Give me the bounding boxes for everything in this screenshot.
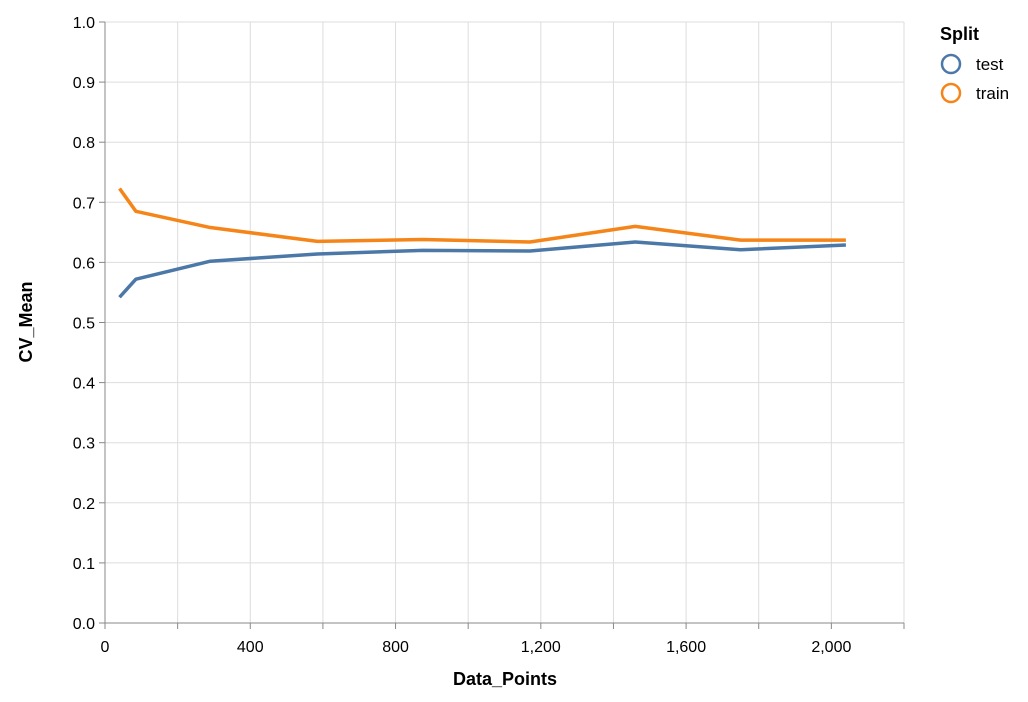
y-tick-label: 0.9 bbox=[73, 75, 95, 92]
x-tick-label: 2,000 bbox=[811, 639, 851, 656]
y-tick-label: 0.3 bbox=[73, 436, 95, 453]
legend-symbol bbox=[940, 82, 962, 104]
y-tick-label: 0.8 bbox=[73, 135, 95, 152]
x-tick-label: 400 bbox=[237, 639, 264, 656]
x-tick-label: 800 bbox=[382, 639, 409, 656]
legend-symbol bbox=[940, 53, 962, 75]
grid bbox=[104, 21, 905, 624]
y-tick-label: 0.2 bbox=[73, 496, 95, 513]
legend-item-test: test bbox=[940, 53, 1004, 75]
x-tick-label: 1,600 bbox=[666, 639, 706, 656]
x-tick-label: 0 bbox=[101, 639, 110, 656]
series-line-train bbox=[118, 187, 846, 244]
series-lines bbox=[118, 187, 846, 299]
x-axis-title: Data_Points bbox=[453, 669, 557, 689]
y-tick-label: 0.5 bbox=[73, 316, 95, 333]
y-tick-label: 0.4 bbox=[73, 376, 95, 393]
y-tick-label: 0.7 bbox=[73, 195, 95, 212]
y-tick-label: 0.0 bbox=[73, 616, 95, 633]
y-axis-title: CV_Mean bbox=[16, 281, 36, 362]
legend: Split test train bbox=[940, 24, 1009, 104]
y-tick-label: 1.0 bbox=[73, 15, 95, 32]
legend-label: test bbox=[976, 55, 1004, 74]
legend-title: Split bbox=[940, 24, 979, 44]
legend-label: train bbox=[976, 84, 1009, 103]
series-line-test bbox=[118, 240, 846, 299]
y-tick-label: 0.6 bbox=[73, 255, 95, 272]
x-tick-label: 1,200 bbox=[521, 639, 561, 656]
axes: 0 400 800 1,200 1,600 2,000 0.0 0.1 0.2 0.3 0.4 0.5… bbox=[73, 15, 905, 656]
legend-item-train: train bbox=[940, 82, 1009, 104]
y-tick-label: 0.1 bbox=[73, 556, 95, 573]
